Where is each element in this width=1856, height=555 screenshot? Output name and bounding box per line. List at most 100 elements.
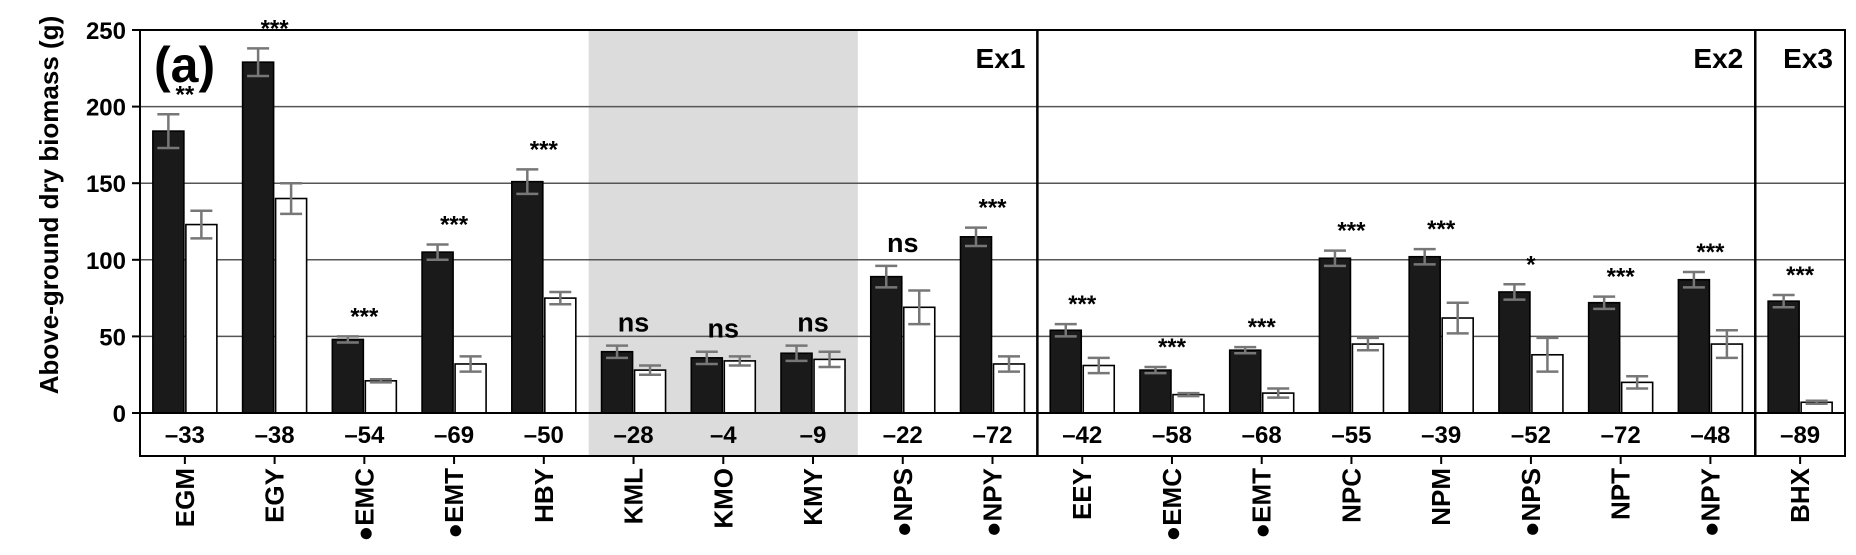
bar-layer	[152, 61, 1833, 414]
significance-label: ***	[440, 211, 469, 238]
bar-control	[152, 130, 185, 414]
bar-control	[1228, 349, 1262, 414]
difference-label: –4	[710, 422, 737, 449]
significance-label: ***	[1158, 334, 1187, 361]
bar-control	[1767, 300, 1800, 414]
bar-control	[869, 275, 903, 414]
experiment-label: Ex2	[1693, 43, 1743, 74]
bar-treatment	[1351, 343, 1385, 414]
panel-label: (a)	[154, 37, 215, 93]
significance-label: ns	[618, 308, 650, 338]
bar-treatment	[364, 380, 398, 414]
bar-control	[690, 357, 724, 414]
y-tick-label: 0	[113, 401, 126, 428]
y-tick-label: 50	[99, 324, 126, 351]
y-tick-label: 150	[86, 171, 126, 198]
category-label: KML	[619, 468, 649, 524]
bar-control	[1677, 278, 1711, 414]
category-label: NPM	[1426, 468, 1456, 526]
shaded-region	[588, 30, 858, 456]
difference-label: –22	[883, 422, 923, 449]
category-label: ●EMT	[439, 468, 469, 539]
difference-label: –72	[972, 422, 1012, 449]
y-axis-label: Above-ground dry biomass (g)	[34, 16, 64, 394]
bar-treatment	[544, 297, 577, 414]
bar-control	[1498, 291, 1531, 414]
category-label: KMY	[798, 468, 828, 526]
category-label: ●NPS	[1516, 468, 1546, 537]
category-label: NPT	[1606, 468, 1636, 520]
difference-label: –54	[344, 422, 385, 449]
plot-frame	[132, 29, 1846, 464]
bar-control	[511, 180, 544, 414]
bar-control	[780, 352, 813, 414]
difference-label: –33	[165, 422, 205, 449]
difference-label: –68	[1242, 422, 1282, 449]
difference-label: –58	[1152, 422, 1192, 449]
bar-treatment	[813, 358, 846, 414]
bar-control	[1408, 255, 1441, 414]
shaded-region-layer	[588, 30, 858, 456]
error-bar-layer	[157, 47, 1828, 406]
category-label: EGM	[170, 468, 200, 527]
significance-label: ***	[1696, 239, 1725, 266]
bar-control	[959, 236, 993, 414]
significance-label: ***	[261, 15, 290, 42]
y-tick-label: 200	[86, 95, 126, 122]
bar-treatment	[274, 197, 308, 414]
bar-control	[600, 350, 634, 414]
difference-label: –38	[255, 422, 295, 449]
difference-label: –28	[614, 422, 654, 449]
difference-label: –72	[1601, 422, 1641, 449]
category-label: EGY	[260, 468, 290, 523]
bar-control	[1139, 369, 1172, 414]
significance-label: ***	[1427, 216, 1456, 243]
significance-label: ns	[797, 308, 829, 338]
category-label: NPC	[1336, 468, 1366, 523]
bar-control	[1318, 257, 1352, 414]
difference-label: –50	[524, 422, 564, 449]
difference-label: –69	[434, 422, 474, 449]
difference-label: –42	[1062, 422, 1102, 449]
bar-treatment	[633, 369, 667, 414]
category-label: ●NPS	[888, 468, 918, 537]
significance-label: ***	[978, 195, 1007, 222]
bar-control	[421, 251, 454, 414]
significance-label: ***	[1607, 264, 1636, 291]
y-tick-label: 250	[86, 18, 126, 45]
significance-label: ns	[887, 228, 919, 258]
experiment-label: Ex1	[976, 43, 1026, 74]
bar-control	[241, 61, 275, 414]
significance-label: ns	[708, 314, 740, 344]
category-label: ●NPY	[1695, 468, 1725, 537]
significance-label: ***	[1337, 218, 1366, 245]
significance-label: ***	[1248, 314, 1277, 341]
significance-label: **	[176, 81, 195, 108]
bar-treatment	[723, 360, 757, 414]
category-label: HBY	[529, 468, 559, 523]
difference-label: –55	[1331, 422, 1371, 449]
significance-label: ***	[530, 136, 559, 163]
significance-label: ***	[1068, 291, 1097, 318]
significance-label: ***	[1786, 262, 1815, 289]
category-label: ●NPY	[978, 468, 1008, 537]
difference-label: –89	[1780, 422, 1820, 449]
category-label: BHX	[1785, 467, 1815, 523]
category-label: EEY	[1067, 468, 1097, 520]
category-label: KMO	[708, 468, 738, 529]
bar-control	[331, 338, 365, 414]
difference-label: –52	[1511, 422, 1551, 449]
category-label: ●EMC	[1157, 468, 1187, 542]
experiment-label: Ex3	[1783, 43, 1833, 74]
bar-control	[1587, 301, 1621, 414]
bar-control	[1049, 329, 1083, 414]
category-label: ●EMT	[1247, 468, 1277, 539]
difference-label: –9	[800, 422, 827, 449]
y-tick-label: 100	[86, 248, 126, 275]
significance-label: *	[1526, 251, 1536, 278]
bar-treatment	[185, 223, 218, 414]
difference-label: –39	[1421, 422, 1461, 449]
difference-label: –48	[1690, 422, 1730, 449]
